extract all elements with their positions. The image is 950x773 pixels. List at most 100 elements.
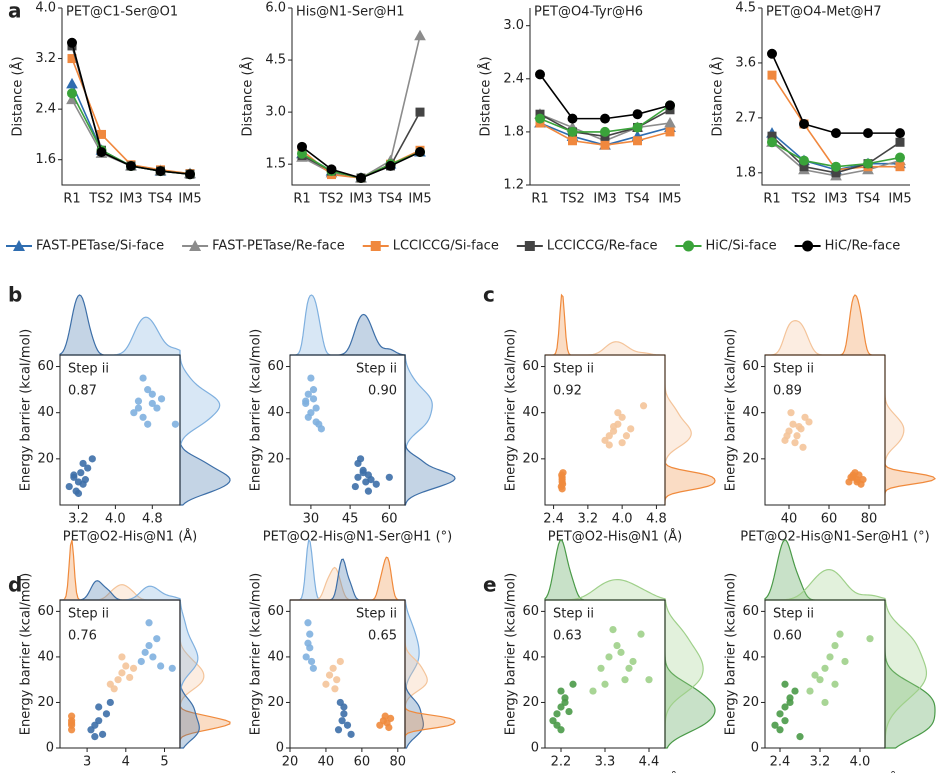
- x-tick-label: 60: [381, 512, 398, 527]
- marker: [632, 122, 643, 133]
- density-right: [884, 599, 928, 749]
- point: [789, 420, 797, 428]
- point: [776, 710, 784, 718]
- marker: [126, 161, 136, 172]
- x-axis-label: PET@O2-His@N1-Ser@H1 (°): [740, 530, 929, 545]
- annotation: Step ii: [356, 362, 397, 377]
- x-tick-label: IM3: [593, 192, 616, 207]
- marker: [895, 162, 905, 172]
- marker: [415, 147, 425, 158]
- chart-title: PET@O4-Met@H7: [766, 5, 882, 20]
- x-tick-label: TS2: [88, 192, 113, 207]
- y-axis-label: Energy barrier (kcal/mol): [724, 329, 739, 491]
- point: [853, 478, 861, 486]
- marker: [326, 164, 337, 175]
- y-tick-label: 60: [37, 359, 54, 374]
- annotation: Step ii: [773, 362, 814, 377]
- point: [364, 471, 373, 479]
- x-tick-label: 4.0: [612, 512, 633, 527]
- point: [309, 395, 318, 403]
- marker: [665, 100, 675, 111]
- panel-label: d: [8, 573, 22, 597]
- plot-frame: [289, 354, 406, 506]
- point: [622, 432, 631, 440]
- marker: [535, 113, 545, 124]
- point: [171, 420, 179, 428]
- line: [771, 53, 900, 134]
- y-tick-label: 20: [522, 451, 539, 466]
- point: [799, 443, 807, 451]
- point: [605, 432, 613, 440]
- y-axis-label: Energy barrier (kcal/mol): [724, 573, 739, 735]
- x-tick-label: R1: [531, 192, 548, 207]
- point: [144, 386, 152, 394]
- x-tick-label: 60: [354, 755, 371, 770]
- x-tick-label: IM5: [658, 192, 681, 207]
- point: [74, 489, 83, 498]
- x-tick-label: 20: [282, 755, 299, 770]
- y-tick-label: 3.0: [503, 18, 524, 33]
- y-axis-label: Distance (Å): [710, 56, 726, 136]
- y-tick-label: 60: [267, 359, 284, 374]
- x-tick-label: IM5: [408, 192, 431, 207]
- marker: [831, 128, 841, 139]
- x-tick-label: IM5: [178, 192, 201, 207]
- point: [309, 664, 317, 672]
- legend-label: HiC/Re-face: [825, 239, 901, 254]
- x-tick-label: 2.4: [770, 755, 791, 770]
- point: [601, 436, 609, 444]
- marker: [863, 128, 873, 139]
- legend-label: LCCICCG/Si-face: [393, 239, 499, 254]
- point: [569, 680, 577, 688]
- x-tick-label: IM3: [349, 192, 372, 207]
- point: [141, 648, 149, 656]
- point: [558, 485, 566, 493]
- y-axis-label: Energy barrier (kcal/mol): [19, 329, 34, 491]
- point: [68, 719, 76, 727]
- point: [91, 733, 99, 741]
- point: [129, 664, 138, 672]
- x-tick-label: 80: [390, 755, 407, 770]
- marker: [67, 37, 77, 48]
- legend-marker: [802, 240, 814, 252]
- y-tick-label: 3.6: [735, 55, 756, 70]
- point: [811, 671, 819, 679]
- marker: [67, 88, 77, 99]
- y-tick-label: 20: [742, 451, 759, 466]
- y-axis-label: Distance (Å): [240, 56, 256, 136]
- marker: [632, 109, 643, 120]
- point: [351, 482, 359, 491]
- x-tick-label: IM3: [119, 192, 142, 207]
- point: [601, 680, 609, 688]
- marker: [600, 113, 610, 124]
- point: [106, 698, 114, 707]
- point: [816, 676, 824, 684]
- point: [334, 726, 343, 734]
- point: [145, 619, 153, 627]
- point: [614, 409, 622, 417]
- point: [126, 673, 134, 682]
- annotation: Step ii: [68, 362, 109, 377]
- marker: [385, 160, 396, 171]
- point: [81, 476, 89, 484]
- point: [98, 730, 107, 738]
- marker: [831, 161, 841, 172]
- marker: [66, 77, 78, 89]
- x-axis-label: PET@C1-Ser@O1 (Å): [767, 772, 902, 773]
- point: [565, 707, 573, 716]
- x-axis-label: PET@O2-His@N1 (Å): [548, 529, 683, 545]
- point: [836, 630, 844, 638]
- point: [609, 626, 617, 634]
- point: [639, 402, 648, 410]
- point: [589, 687, 597, 695]
- marker: [414, 29, 426, 41]
- point: [385, 473, 393, 481]
- x-tick-label: TS4: [624, 192, 649, 207]
- point: [139, 374, 147, 382]
- y-tick-label: 1.5: [265, 157, 286, 172]
- y-tick-label: 3.0: [265, 105, 286, 120]
- y-tick-label: 60: [742, 359, 759, 374]
- point: [605, 653, 613, 661]
- marker: [767, 137, 777, 148]
- y-axis-label: Energy barrier (kcal/mol): [504, 573, 519, 735]
